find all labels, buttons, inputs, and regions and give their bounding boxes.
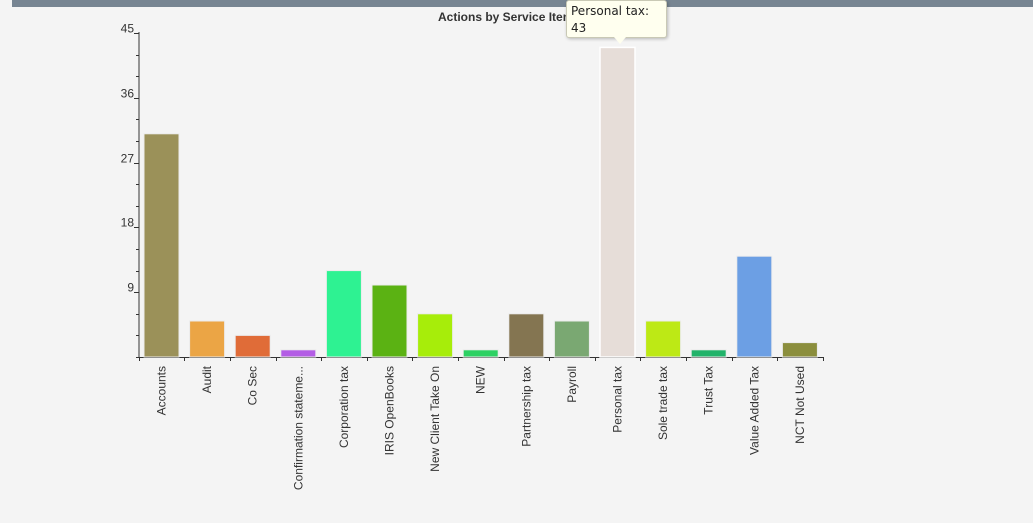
x-tick-label: Audit <box>200 365 214 393</box>
bar-sole-trade-tax[interactable] <box>645 320 682 358</box>
chart-title: Actions by Service Item <box>438 10 573 24</box>
bar-trust-tax[interactable] <box>690 349 727 358</box>
x-tick-label: Personal tax <box>611 366 625 433</box>
x-tick-label: Accounts <box>155 366 169 415</box>
x-tick-label: Value Added Tax <box>747 366 761 455</box>
bar-audit[interactable] <box>189 320 226 358</box>
x-tick-label: Co Sec <box>246 366 260 405</box>
bar-nct-not-used[interactable] <box>781 342 818 358</box>
tooltip-value: 43 <box>571 21 587 35</box>
x-axis: Accounts Audit Co Sec Confirmation stateme.… <box>139 357 824 490</box>
y-tick-label: 9 <box>127 281 134 295</box>
x-tick-label: NEW <box>474 365 488 394</box>
bar-new-client-take-on[interactable] <box>417 313 454 358</box>
x-tick-label: Sole trade tax <box>656 366 670 440</box>
bar-payroll[interactable] <box>553 320 590 358</box>
x-tick-label: Trust Tax <box>702 366 716 415</box>
bar-accounts[interactable] <box>143 133 180 358</box>
x-tick-label: New Client Take On <box>428 366 442 472</box>
x-tick-label: Payroll <box>565 366 579 403</box>
bar-confirmation-stateme[interactable] <box>280 349 317 358</box>
x-tick-label: Corporation tax <box>337 366 351 448</box>
y-tick-label: 36 <box>121 87 135 101</box>
tooltip-arrow <box>614 37 626 44</box>
bar-tooltip: Personal tax: 43 <box>566 0 667 44</box>
x-tick-label: Confirmation stateme... <box>291 366 305 490</box>
y-tick-label: 45 <box>121 22 135 36</box>
tooltip-label: Personal tax: <box>571 4 650 18</box>
y-tick-label: 18 <box>121 216 135 230</box>
bar-corporation-tax[interactable] <box>325 270 362 358</box>
bar-co-sec[interactable] <box>234 334 271 358</box>
y-axis: 9 18 27 36 45 <box>121 22 140 358</box>
x-tick-label: Partnership tax <box>519 366 533 447</box>
x-tick-label: IRIS OpenBooks <box>383 366 397 455</box>
bar-iris-openbooks[interactable] <box>371 284 408 358</box>
bar-new[interactable] <box>462 349 499 358</box>
bar-value-added-tax[interactable] <box>736 255 773 358</box>
bar-personal-tax[interactable] <box>599 46 636 358</box>
bars <box>143 46 818 358</box>
header-bar <box>12 0 1033 7</box>
y-tick-label: 27 <box>121 152 135 166</box>
x-tick-label: NCT Not Used <box>793 366 807 444</box>
bar-partnership-tax[interactable] <box>508 313 545 358</box>
